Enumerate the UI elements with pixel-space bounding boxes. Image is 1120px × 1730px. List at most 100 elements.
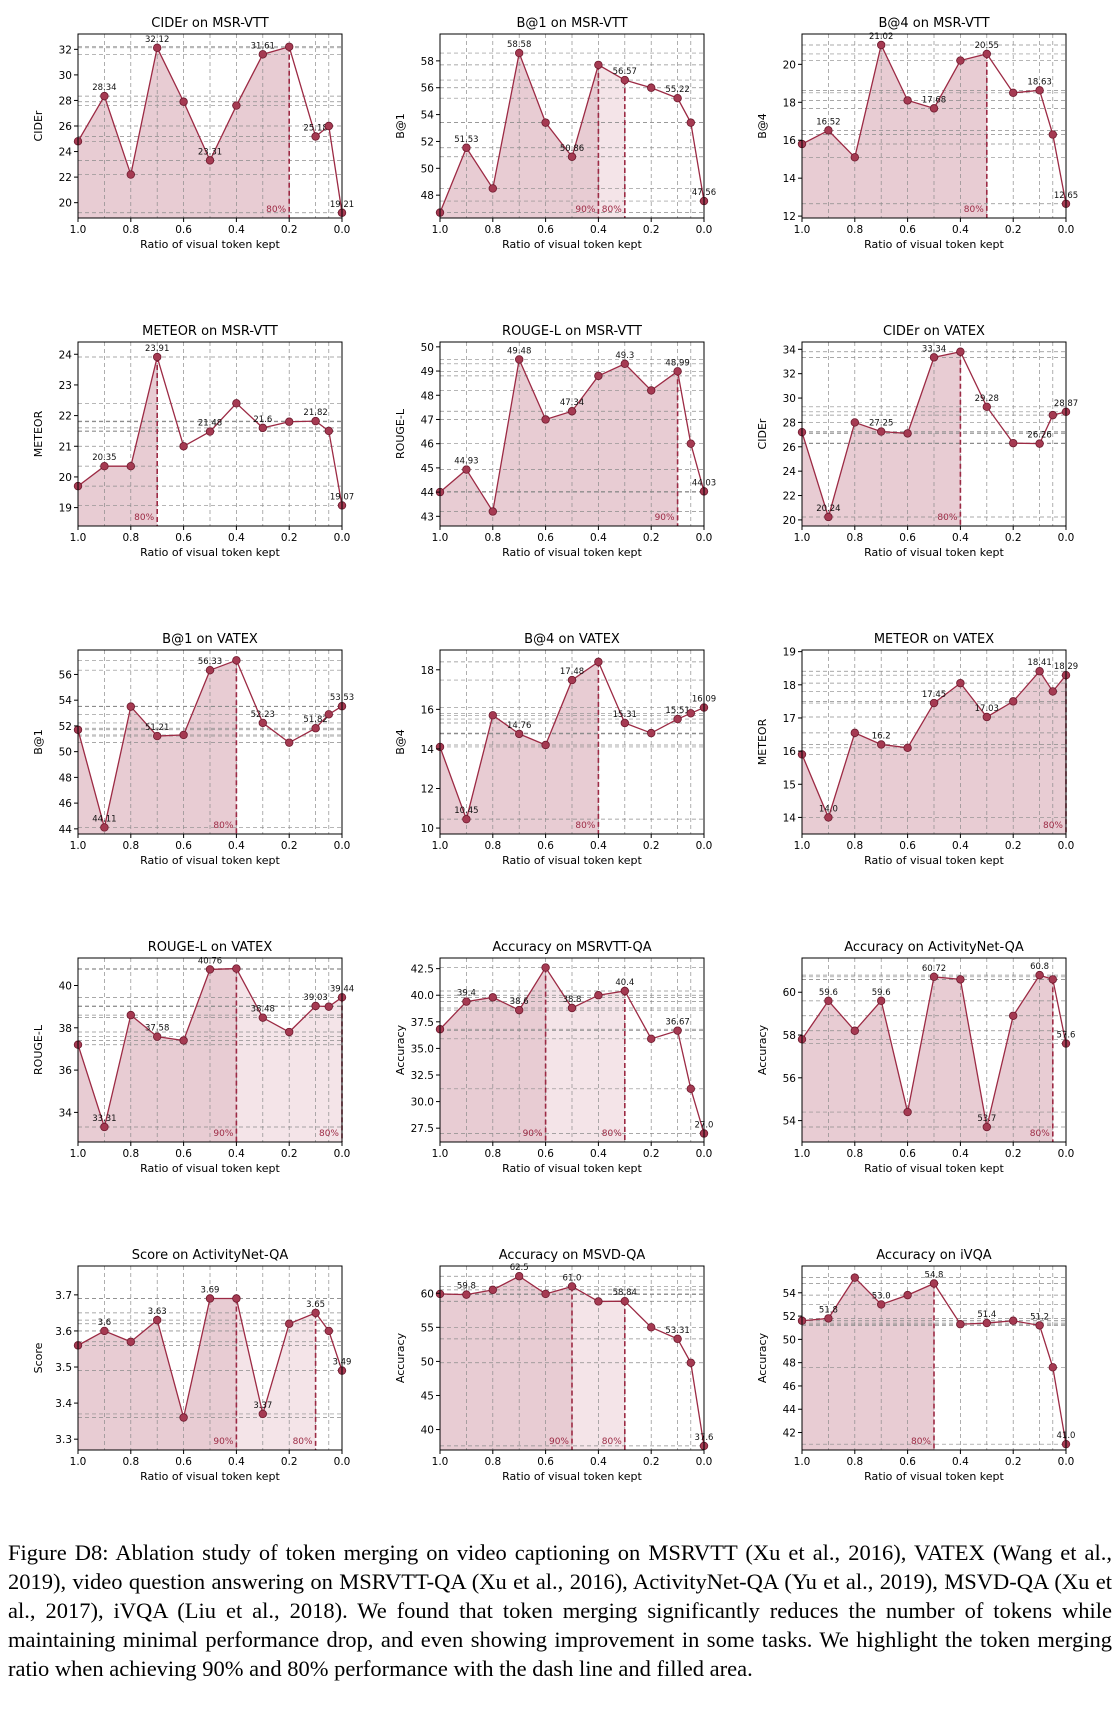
data-point xyxy=(686,1084,695,1094)
data-point xyxy=(258,1013,267,1022)
x-tick-label: 1.0 xyxy=(432,532,449,544)
data-point xyxy=(205,427,215,436)
y-tick-label: 20 xyxy=(59,198,72,210)
x-tick-label: 0.2 xyxy=(281,224,298,236)
y-tick-label: 44 xyxy=(421,487,435,499)
data-point xyxy=(1009,697,1018,706)
data-point xyxy=(877,1300,886,1309)
y-tick-label: 28 xyxy=(783,417,796,429)
fill-area-80 xyxy=(78,357,158,526)
y-axis-label: Accuracy xyxy=(394,1024,407,1075)
x-tick-label: 0.0 xyxy=(334,532,351,544)
data-label: 16.52 xyxy=(816,117,840,127)
y-tick-label: 20 xyxy=(783,59,796,71)
x-tick-label: 0.8 xyxy=(122,532,139,544)
data-point xyxy=(647,728,656,738)
data-point xyxy=(620,75,629,85)
x-axis-label: Ratio of visual token kept xyxy=(502,1470,642,1483)
data-point xyxy=(1009,1316,1018,1325)
data-point xyxy=(1048,410,1057,420)
data-label: 59.8 xyxy=(457,1282,476,1292)
data-point xyxy=(232,399,241,408)
y-tick-label: 54 xyxy=(421,110,435,122)
plot-frame xyxy=(77,1265,343,1451)
data-point xyxy=(100,1122,109,1132)
y-tick-label: 18 xyxy=(783,97,796,109)
x-axis-label: Ratio of visual token kept xyxy=(140,1470,280,1483)
data-point xyxy=(903,1290,912,1300)
data-point xyxy=(673,714,682,724)
data-point xyxy=(1009,438,1018,448)
x-axis-label: Ratio of visual token kept xyxy=(502,238,642,251)
data-label: 38.48 xyxy=(251,1005,275,1015)
chart-title: Accuracy on MSVD-QA xyxy=(499,1248,646,1263)
plot-frame xyxy=(77,649,343,835)
series-line xyxy=(801,43,1067,204)
y-tick-label: 50 xyxy=(421,1356,434,1368)
data-point xyxy=(462,465,471,474)
data-point xyxy=(594,657,603,667)
data-point xyxy=(824,512,833,522)
data-label: 40.4 xyxy=(615,978,634,988)
x-tick-label: 0.6 xyxy=(899,224,916,236)
x-tick-label: 0.6 xyxy=(899,1148,916,1160)
fill-area-80 xyxy=(440,661,599,834)
data-point xyxy=(462,143,471,152)
data-point xyxy=(567,152,577,161)
data-point xyxy=(982,402,991,412)
x-axis-label: Ratio of visual token kept xyxy=(140,1162,280,1175)
x-tick-label: 0.2 xyxy=(281,532,298,544)
data-point xyxy=(982,49,991,59)
data-point xyxy=(824,996,833,1005)
data-label: 33.34 xyxy=(922,344,946,354)
chart-title: METEOR on VATEX xyxy=(874,632,994,647)
data-label: 48.99 xyxy=(665,358,689,368)
y-tick-label: 52 xyxy=(59,721,72,733)
fill-area-80 xyxy=(802,351,961,526)
data-point xyxy=(258,50,267,59)
x-tick-label: 0.4 xyxy=(590,840,607,852)
data-point xyxy=(824,1314,833,1323)
x-tick-label: 0.4 xyxy=(228,1456,245,1468)
chart-title: B@1 on MSR-VTT xyxy=(516,16,627,31)
data-label: 15.31 xyxy=(613,710,637,720)
y-tick-label: 37.5 xyxy=(411,1017,434,1029)
y-tick-label: 3.7 xyxy=(55,1290,72,1302)
y-tick-label: 24 xyxy=(783,466,797,478)
threshold-label: 90% xyxy=(213,1437,233,1447)
y-tick-label: 48 xyxy=(421,390,434,402)
x-axis-label: Ratio of visual token kept xyxy=(140,854,280,867)
data-label: 20.55 xyxy=(975,41,999,51)
data-label: 21.02 xyxy=(869,32,893,42)
y-tick-label: 45 xyxy=(421,463,434,475)
data-label: 14.76 xyxy=(507,721,531,731)
y-tick-label: 46 xyxy=(59,798,73,810)
chart-13: 90% 80%3.63.633.693.373.653.491.0 0.8 0.6 0.… xyxy=(32,1248,351,1483)
chart-title: Accuracy on iVQA xyxy=(876,1248,992,1263)
data-point xyxy=(824,126,833,135)
x-axis-label: Ratio of visual token kept xyxy=(140,238,280,251)
y-tick-label: 12 xyxy=(421,783,434,795)
y-tick-label: 15 xyxy=(783,779,796,791)
series-line xyxy=(439,357,705,514)
x-tick-label: 1.0 xyxy=(432,840,449,852)
chart-title: CIDEr on VATEX xyxy=(883,324,985,339)
series-line xyxy=(439,966,705,1134)
y-tick-label: 60 xyxy=(421,1288,434,1300)
data-point xyxy=(126,702,135,711)
y-tick-label: 30 xyxy=(59,70,72,82)
y-tick-label: 16 xyxy=(783,746,797,758)
y-tick-label: 58 xyxy=(783,1030,796,1042)
threshold-label: 80% xyxy=(964,205,984,215)
x-axis-label: Ratio of visual token kept xyxy=(502,854,642,867)
data-point xyxy=(205,666,215,675)
data-point xyxy=(541,1289,550,1299)
data-label: 3.6 xyxy=(98,1318,112,1328)
plot-frame xyxy=(439,341,705,527)
data-point xyxy=(1035,1321,1044,1330)
data-label: 61.0 xyxy=(563,1273,582,1283)
data-label: 53.7 xyxy=(977,1114,996,1124)
